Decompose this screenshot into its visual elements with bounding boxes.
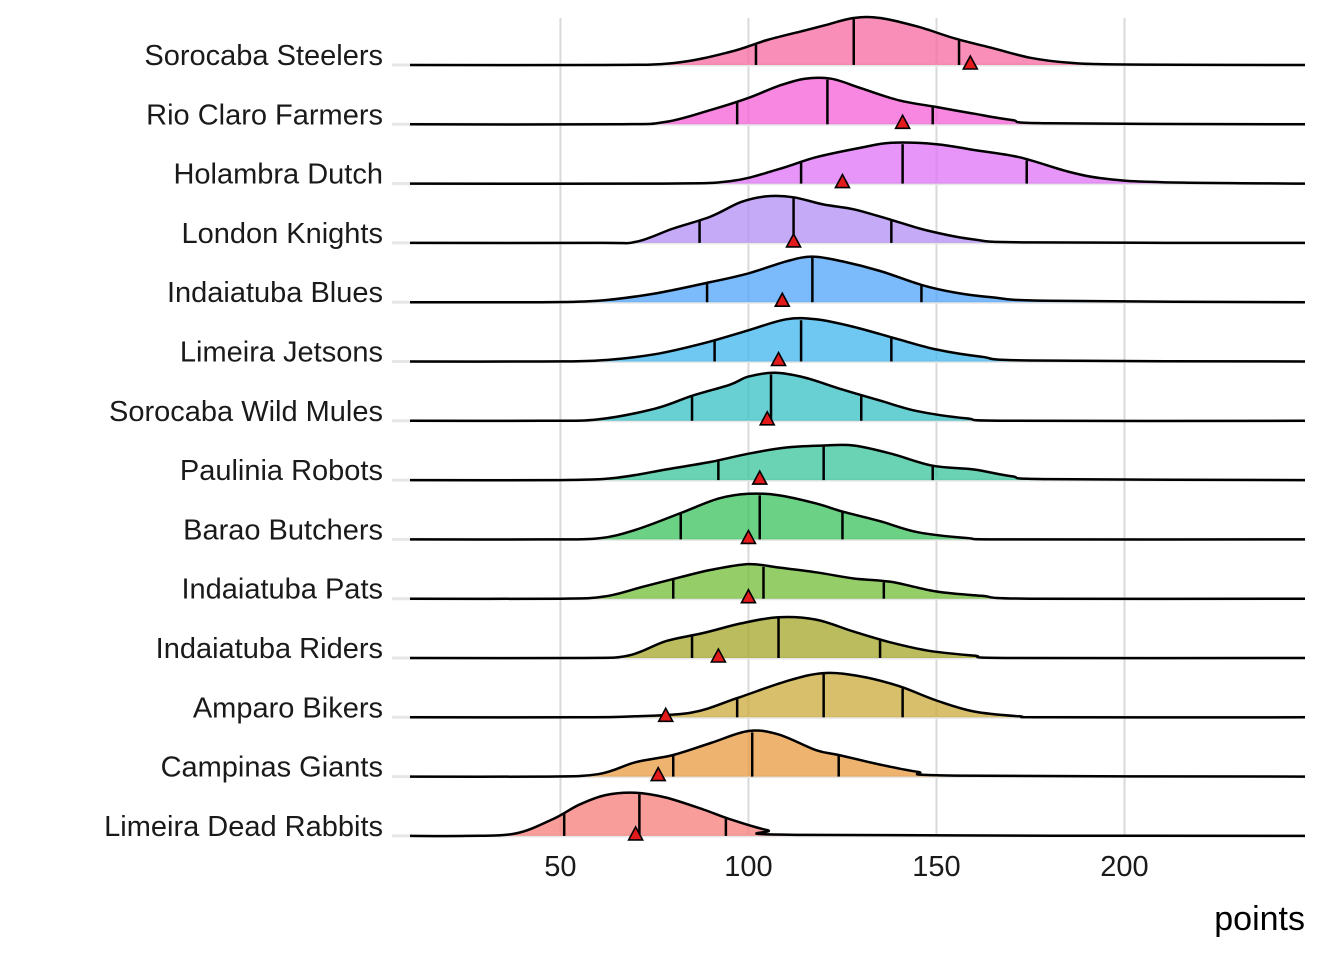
density-area — [410, 195, 1305, 244]
x-tick-label: 100 — [724, 851, 772, 883]
marker-triangle — [740, 588, 757, 604]
ridge-series — [409, 492, 1306, 545]
density-area — [410, 77, 1305, 125]
density-outline — [409, 141, 1306, 186]
ridge-series — [409, 194, 1306, 248]
density-area — [410, 792, 1305, 837]
density-outline — [409, 492, 1306, 541]
density-outline — [409, 791, 1306, 838]
density-outline — [409, 729, 1306, 779]
density-outline — [409, 562, 1306, 601]
x-axis-ticks: 50 100 150 200 — [544, 851, 1148, 883]
ridge-series — [409, 141, 1306, 189]
marker-triangle — [961, 54, 979, 70]
x-axis-title: points — [1214, 900, 1305, 938]
ridge-series — [409, 15, 1306, 70]
density-area — [410, 444, 1305, 481]
team-label: Indaiatuba Pats — [181, 574, 383, 606]
marker-triangle — [710, 647, 727, 663]
team-label: Amparo Bikers — [193, 692, 383, 724]
ridge-series — [409, 562, 1306, 604]
marker-triangle — [627, 825, 644, 841]
ridge-series — [409, 255, 1306, 308]
density-area — [410, 730, 1305, 777]
team-label: Rio Claro Farmers — [146, 99, 383, 131]
marker-triangle — [751, 469, 769, 485]
density-area — [410, 616, 1305, 659]
density-area — [410, 256, 1305, 303]
marker-triangle — [785, 232, 802, 248]
ridge-series — [409, 316, 1306, 367]
density-outline — [409, 316, 1306, 363]
team-label: Limeira Jetsons — [180, 337, 383, 369]
density-outline — [409, 76, 1306, 126]
density-outline — [409, 15, 1306, 67]
density-area — [410, 16, 1305, 66]
density-outline — [409, 443, 1306, 482]
ridge-series — [409, 791, 1306, 841]
marker-triangle — [834, 172, 851, 189]
density-outline — [409, 615, 1306, 660]
ridge-series — [409, 671, 1306, 723]
team-label: Barao Butchers — [183, 514, 383, 546]
ridge-layer — [409, 15, 1306, 841]
ridge-series — [409, 443, 1306, 485]
team-label: Holambra Dutch — [173, 159, 383, 191]
density-area — [410, 318, 1305, 362]
ridge-series — [409, 76, 1306, 130]
density-outline — [409, 371, 1306, 423]
density-outline — [409, 671, 1306, 719]
marker-triangle — [894, 113, 911, 130]
x-tick-label: 200 — [1100, 851, 1148, 883]
marker-triangle — [758, 410, 776, 426]
density-area — [410, 672, 1305, 718]
ridge-series — [409, 371, 1306, 426]
team-labels: Sorocaba Steelers Rio Claro Farmers Holamb… — [104, 40, 383, 843]
team-label: Sorocaba Steelers — [144, 40, 383, 72]
team-label: Indaiatuba Riders — [156, 633, 383, 665]
ridge-series — [409, 615, 1306, 663]
team-label: Paulinia Robots — [180, 455, 383, 487]
marker-triangle — [657, 706, 675, 723]
team-label: Limeira Dead Rabbits — [104, 811, 383, 843]
density-outline — [409, 255, 1306, 304]
x-tick-label: 50 — [544, 851, 576, 883]
team-label: Sorocaba Wild Mules — [109, 396, 383, 428]
density-area — [410, 564, 1305, 599]
density-outline — [409, 194, 1306, 245]
team-label: Indaiatuba Blues — [167, 277, 383, 309]
density-area — [410, 372, 1305, 421]
density-area — [410, 142, 1305, 184]
ridge-series — [409, 729, 1306, 782]
team-label: Campinas Giants — [161, 752, 383, 784]
team-label: London Knights — [181, 218, 383, 250]
marker-triangle — [770, 350, 787, 367]
x-tick-label: 150 — [912, 851, 960, 883]
marker-triangle — [740, 528, 757, 545]
marker-triangle — [773, 291, 791, 308]
marker-triangle — [649, 765, 667, 782]
